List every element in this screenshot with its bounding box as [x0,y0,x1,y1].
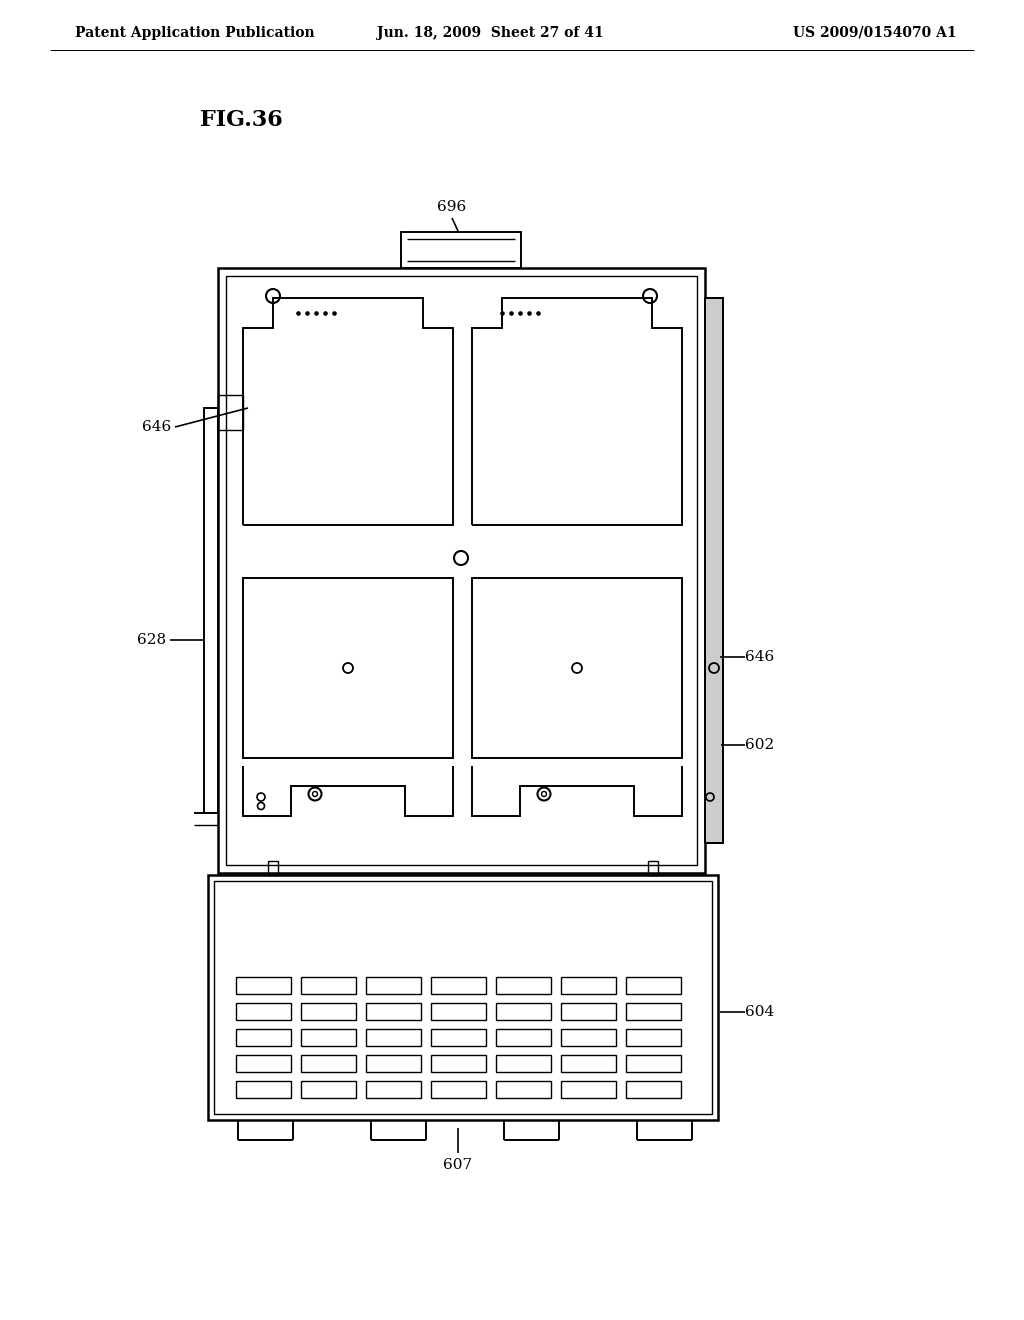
Bar [366,1030,421,1045]
Bar [243,578,453,758]
Bar [496,1030,551,1045]
Bar [236,1081,291,1098]
Bar [472,578,682,758]
Text: 646: 646 [745,649,774,664]
Text: 646: 646 [142,420,172,434]
Text: US 2009/0154070 A1: US 2009/0154070 A1 [794,26,956,40]
Bar [204,408,218,813]
Bar [431,977,486,994]
Bar [626,1003,681,1020]
Bar [366,1055,421,1072]
Bar [626,1030,681,1045]
Bar [268,861,278,875]
Text: Jun. 18, 2009  Sheet 27 of 41: Jun. 18, 2009 Sheet 27 of 41 [377,26,603,40]
Bar [431,1055,486,1072]
Bar [301,1030,356,1045]
Bar [561,1081,616,1098]
Bar [236,977,291,994]
Bar [301,1081,356,1098]
Text: FIG.36: FIG.36 [200,110,283,131]
Bar [301,1055,356,1072]
Text: 604: 604 [745,1005,774,1019]
Bar [366,977,421,994]
Bar [626,1055,681,1072]
Bar [214,880,712,1114]
Bar [208,875,718,1119]
Text: Patent Application Publication: Patent Application Publication [75,26,314,40]
Bar [648,861,658,875]
Bar [561,1055,616,1072]
Bar [561,1003,616,1020]
Bar [226,276,697,865]
Bar [705,298,723,843]
Bar [218,268,705,873]
Bar [626,977,681,994]
Bar [301,977,356,994]
Bar [236,1030,291,1045]
Bar [301,1003,356,1020]
Bar [366,1081,421,1098]
Bar [626,1081,681,1098]
Bar [561,1030,616,1045]
Bar [366,1003,421,1020]
Bar [496,977,551,994]
Bar [496,1055,551,1072]
Bar [431,1030,486,1045]
Text: 607: 607 [443,1158,472,1172]
Bar [236,1055,291,1072]
Bar [496,1003,551,1020]
Bar [496,1081,551,1098]
Bar [401,232,521,268]
Bar [431,1003,486,1020]
Text: 602: 602 [745,738,774,752]
Text: 628: 628 [137,634,167,647]
Bar [431,1081,486,1098]
Bar [236,1003,291,1020]
Text: 696: 696 [437,201,467,214]
Bar [561,977,616,994]
